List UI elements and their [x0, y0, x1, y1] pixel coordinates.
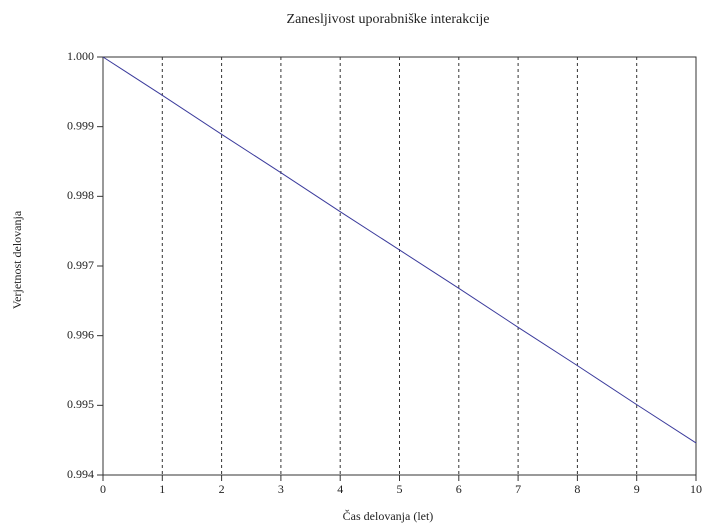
y-tick-label: 0.996 [67, 327, 94, 341]
x-tick-label: 3 [278, 482, 284, 496]
x-tick-label: 6 [456, 482, 462, 496]
y-tick-label: 0.997 [67, 258, 94, 272]
y-axis-label: Verjetnost delovanja [10, 210, 24, 309]
x-axis-label: Čas delovanja (let) [343, 509, 434, 523]
x-tick-label: 4 [337, 482, 343, 496]
y-tick-label: 0.999 [67, 118, 94, 132]
x-tick-label: 10 [690, 482, 702, 496]
y-tick-label: 1.000 [67, 49, 94, 63]
data-line [102, 56, 697, 444]
plot-frame [102, 56, 697, 476]
y-tick-label: 0.998 [67, 188, 94, 202]
x-tick-label: 7 [515, 482, 521, 496]
chart-title: Zanesljivost uporabniške interakcije [287, 12, 490, 27]
x-tick-label: 5 [397, 482, 403, 496]
y-tick-label: 0.994 [67, 467, 94, 481]
x-tick-label: 0 [100, 482, 106, 496]
x-tick-label: 8 [574, 482, 580, 496]
x-tick-label: 2 [219, 482, 225, 496]
y-tick-label: 0.995 [67, 397, 94, 411]
x-tick-label: 1 [159, 482, 165, 496]
x-tick-label: 9 [634, 482, 640, 496]
